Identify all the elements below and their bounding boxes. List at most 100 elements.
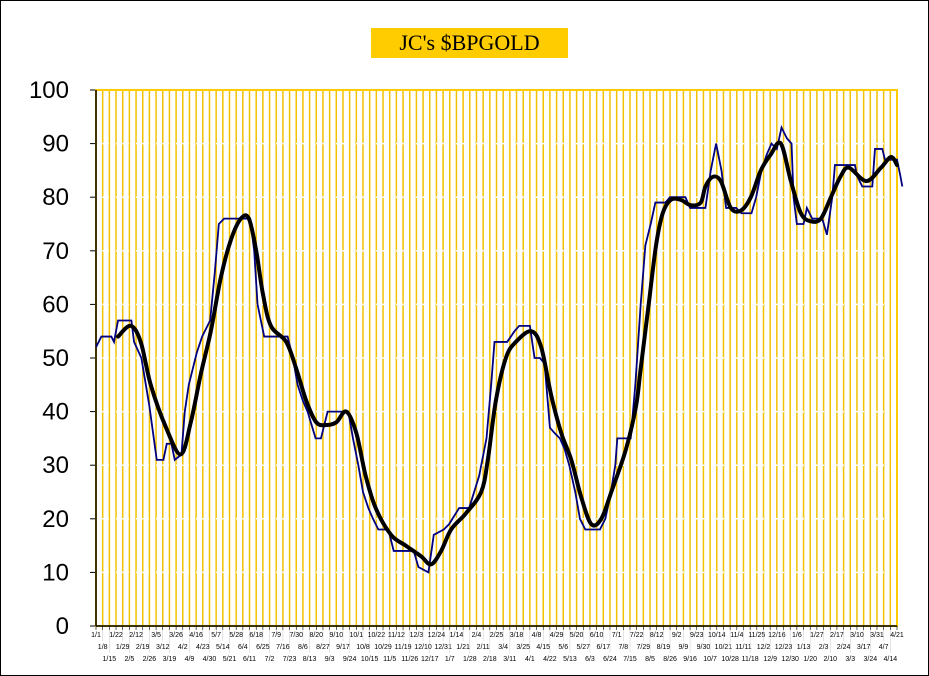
x-tick-label: 6/4 bbox=[238, 644, 248, 651]
x-tick-label: 3/10 bbox=[850, 632, 864, 639]
x-tick-label: 2/10 bbox=[823, 656, 837, 663]
x-tick-label: 11/18 bbox=[742, 656, 759, 663]
x-tick-label: 4/8 bbox=[532, 632, 542, 639]
x-tick-label: 2/4 bbox=[472, 632, 482, 639]
x-tick-label: 12/31 bbox=[434, 644, 452, 651]
x-tick-label: 2/11 bbox=[477, 644, 490, 651]
x-tick-label: 11/5 bbox=[383, 656, 396, 663]
x-tick-label: 9/3 bbox=[325, 656, 335, 663]
x-tick-label: 2/18 bbox=[483, 656, 497, 663]
x-tick-label: 10/8 bbox=[356, 644, 370, 651]
x-tick-label: 11/11 bbox=[735, 644, 752, 651]
x-tick-label: 12/23 bbox=[775, 644, 793, 651]
x-tick-label: 2/17 bbox=[830, 632, 844, 639]
x-tick-label: 8/13 bbox=[303, 656, 317, 663]
x-tick-label: 9/9 bbox=[679, 644, 689, 651]
x-tick-label: 12/2 bbox=[757, 644, 771, 651]
x-tick-label: 4/14 bbox=[884, 656, 898, 663]
x-tick-label: 1/8 bbox=[98, 644, 108, 651]
x-tick-label: 12/10 bbox=[414, 644, 432, 651]
y-tick-label: 50 bbox=[42, 345, 69, 372]
moving-average-line bbox=[116, 140, 899, 567]
x-tick-label: 2/5 bbox=[125, 656, 135, 663]
x-tick-label: 5/20 bbox=[570, 632, 584, 639]
x-tick-label: 4/9 bbox=[185, 656, 195, 663]
x-tick-label: 10/1 bbox=[350, 632, 364, 639]
x-tick-label: 6/3 bbox=[585, 656, 595, 663]
x-tick-label: 9/10 bbox=[329, 632, 343, 639]
x-tick-label: 5/21 bbox=[223, 656, 237, 663]
x-tick-label: 6/10 bbox=[590, 632, 604, 639]
x-tick-label: 10/7 bbox=[703, 656, 717, 663]
x-tick-label: 2/26 bbox=[143, 656, 157, 663]
x-tick-label: 1/27 bbox=[810, 632, 824, 639]
chart-title: JC's $BPGOLD bbox=[371, 28, 568, 58]
x-tick-label: 9/23 bbox=[690, 632, 704, 639]
x-tick-label: 1/13 bbox=[797, 644, 811, 651]
x-tick-label: 7/15 bbox=[623, 656, 637, 663]
x-tick-label: 12/3 bbox=[410, 632, 424, 639]
x-tick-label: 1/14 bbox=[450, 632, 464, 639]
x-tick-label: 6/11 bbox=[243, 656, 256, 663]
x-tick-label: 7/16 bbox=[276, 644, 290, 651]
x-tick-label: 8/20 bbox=[309, 632, 323, 639]
x-tick-label: 3/5 bbox=[151, 632, 161, 639]
x-tick-label: 2/12 bbox=[129, 632, 143, 639]
x-tick-label: 9/30 bbox=[697, 644, 711, 651]
x-tick-label: 4/30 bbox=[203, 656, 217, 663]
x-tick-label: 4/29 bbox=[550, 632, 564, 639]
x-tick-label: 1/29 bbox=[116, 644, 130, 651]
x-tick-label: 6/17 bbox=[596, 644, 610, 651]
x-tick-label: 11/26 bbox=[401, 656, 418, 663]
x-tick-label: 10/28 bbox=[721, 656, 739, 663]
x-tick-label: 4/21 bbox=[890, 632, 904, 639]
x-tick-label: 5/14 bbox=[216, 644, 230, 651]
y-tick-label: 10 bbox=[42, 559, 69, 586]
x-tick-label: 4/22 bbox=[543, 656, 557, 663]
y-tick-label: 0 bbox=[56, 613, 69, 640]
x-tick-label: 5/7 bbox=[211, 632, 221, 639]
x-tick-label: 7/8 bbox=[618, 644, 628, 651]
x-tick-label: 10/14 bbox=[708, 632, 726, 639]
x-tick-label: 4/15 bbox=[536, 644, 550, 651]
x-tick-label: 8/6 bbox=[298, 644, 308, 651]
x-tick-label: 3/4 bbox=[498, 644, 508, 651]
y-tick-label: 60 bbox=[42, 291, 69, 318]
x-tick-label: 2/3 bbox=[819, 644, 829, 651]
x-tick-label: 11/19 bbox=[395, 644, 412, 651]
x-tick-label: 5/6 bbox=[558, 644, 568, 651]
bpgold-line bbox=[95, 124, 904, 574]
x-tick-label: 1/22 bbox=[109, 632, 123, 639]
x-tick-label: 1/20 bbox=[803, 656, 817, 663]
x-tick-label: 1/15 bbox=[103, 656, 117, 663]
x-tick-label: 12/9 bbox=[763, 656, 777, 663]
y-tick-label: 80 bbox=[42, 184, 69, 211]
x-tick-label: 2/19 bbox=[136, 644, 150, 651]
x-tick-label: 6/24 bbox=[603, 656, 617, 663]
x-tick-label: 3/26 bbox=[169, 632, 183, 639]
x-tick-label: 11/4 bbox=[730, 632, 743, 639]
x-tick-label: 10/22 bbox=[368, 632, 386, 639]
x-tick-label: 1/21 bbox=[456, 644, 470, 651]
x-tick-label: 3/3 bbox=[845, 656, 855, 663]
x-tick-label: 4/2 bbox=[178, 644, 188, 651]
x-tick-label: 6/25 bbox=[256, 644, 270, 651]
x-tick-label: 12/24 bbox=[428, 632, 446, 639]
x-tick-label: 3/25 bbox=[516, 644, 530, 651]
x-tick-label: 11/12 bbox=[388, 632, 405, 639]
x-tick-label: 4/1 bbox=[525, 656, 535, 663]
x-tick-label: 8/19 bbox=[657, 644, 671, 651]
x-tick-label: 1/28 bbox=[463, 656, 477, 663]
x-tick-label: 9/16 bbox=[683, 656, 697, 663]
y-tick-label: 70 bbox=[42, 238, 69, 265]
y-tick-label: 30 bbox=[42, 452, 69, 479]
x-tick-label: 4/7 bbox=[879, 644, 889, 651]
x-tick-label: 3/24 bbox=[863, 656, 877, 663]
x-tick-label: 3/19 bbox=[163, 656, 177, 663]
x-tick-label: 10/29 bbox=[374, 644, 392, 651]
x-tick-label: 2/25 bbox=[490, 632, 504, 639]
y-tick-label: 40 bbox=[42, 399, 69, 426]
x-tick-label: 7/23 bbox=[283, 656, 297, 663]
